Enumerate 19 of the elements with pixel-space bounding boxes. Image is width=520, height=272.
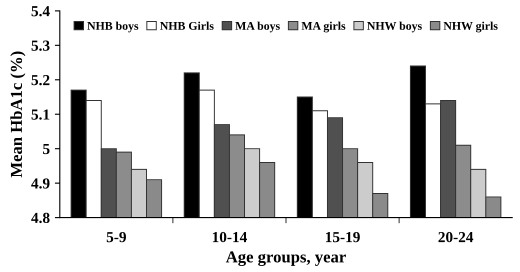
legend-label: NHW girls <box>444 22 498 32</box>
x-tick-label: 20-24 <box>438 232 474 242</box>
y-tick-label: 5 <box>43 144 50 154</box>
x-tick-label: 15-19 <box>326 232 360 242</box>
y-tick-label: 4.8 <box>31 212 50 224</box>
legend-label: NHB Girls <box>160 22 214 30</box>
y-tick-label: 5.2 <box>32 74 50 86</box>
y-axis-title: Mean HbA1c (%) <box>10 52 26 178</box>
x-axis-title: Age groups, year <box>226 251 346 266</box>
legend-label: MA boys <box>235 22 280 32</box>
legend-label: NHB boys <box>87 22 138 32</box>
y-tick-label: 5.3 <box>32 40 50 51</box>
legend-label: MA girls <box>302 22 346 32</box>
x-tick-label: 5-9 <box>106 232 126 242</box>
y-tick-label: 5.4 <box>32 6 50 16</box>
y-tick-label: 4.9 <box>31 178 50 189</box>
legend-label: NHW boys <box>367 22 422 32</box>
x-tick-label: 10-14 <box>212 232 247 242</box>
y-tick-label: 5.1 <box>32 109 50 120</box>
